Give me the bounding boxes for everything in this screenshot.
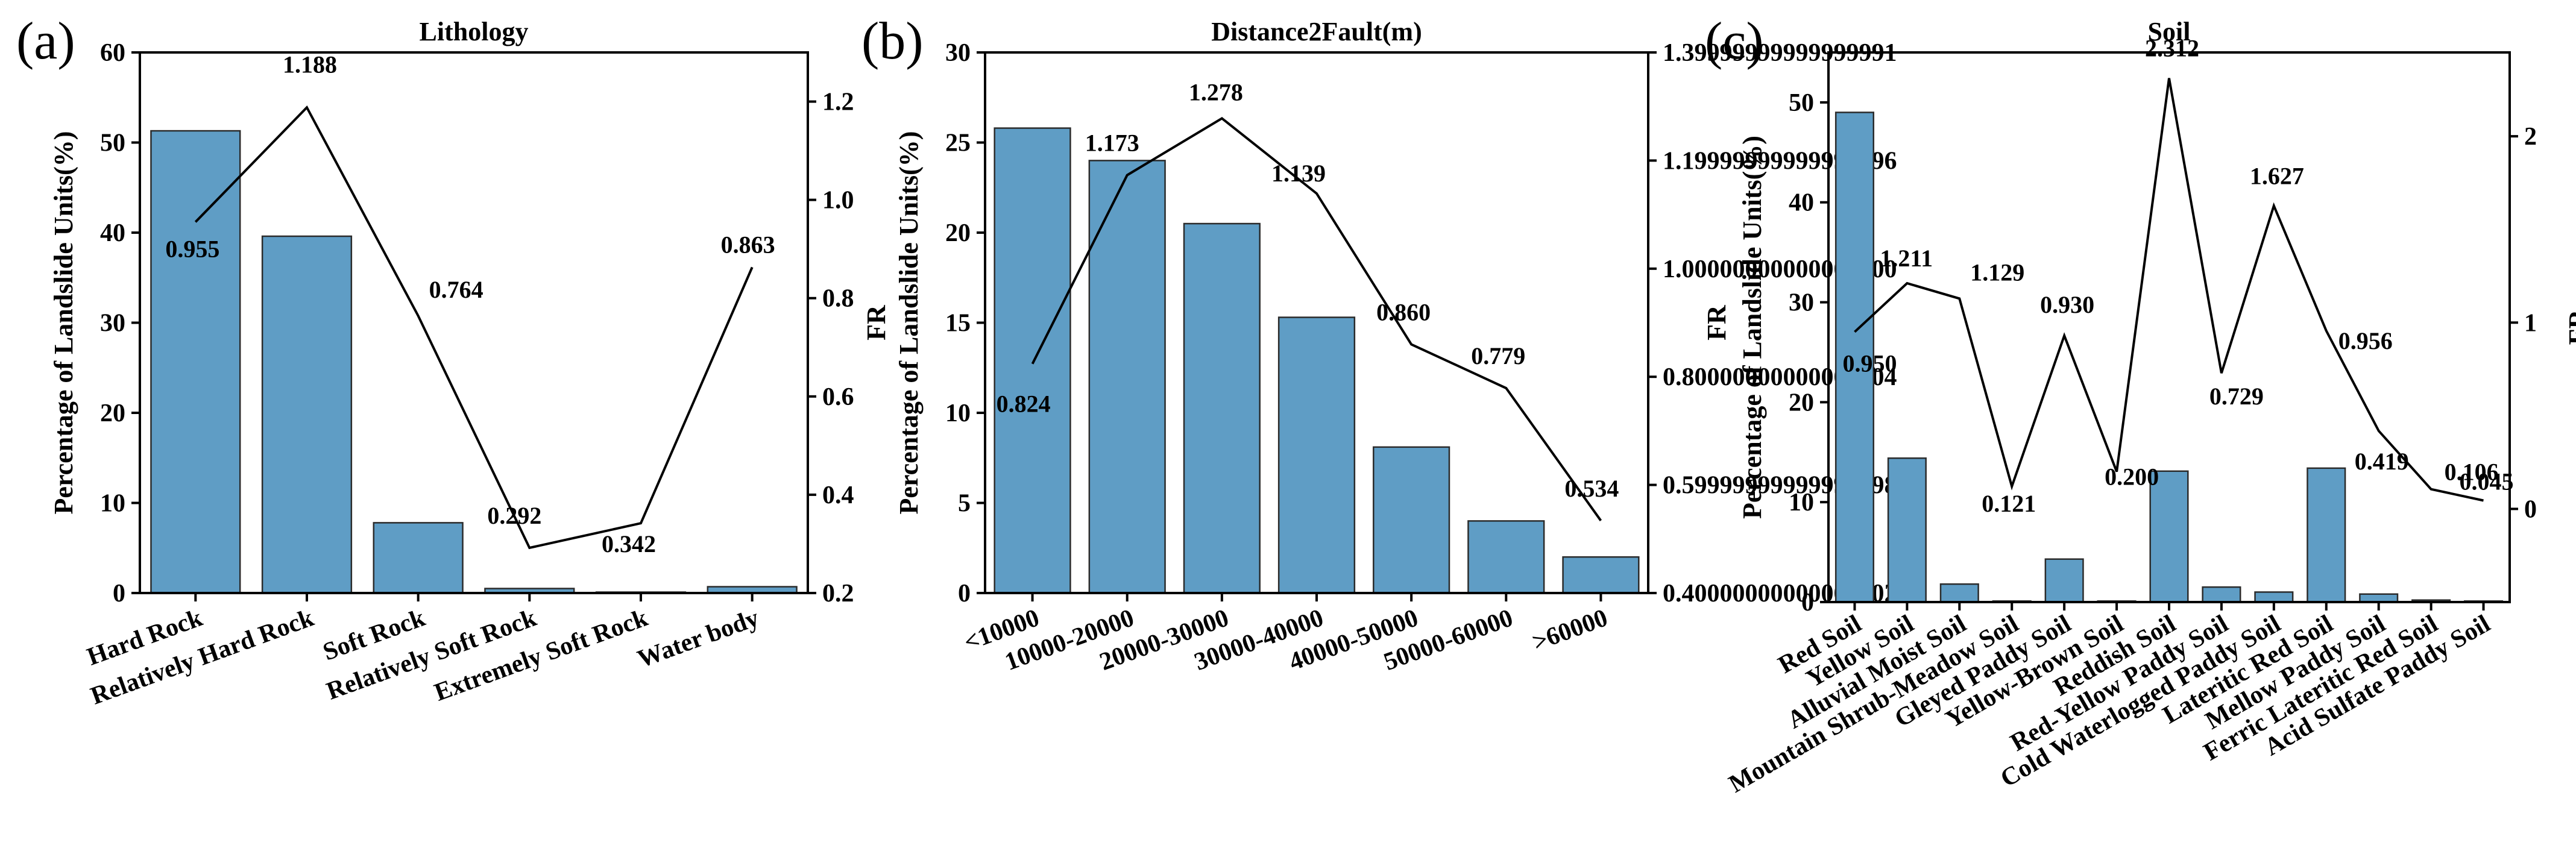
y2-tick-label: 0.6 <box>822 383 854 411</box>
fr-data-label: 0.950 <box>1842 350 1897 377</box>
y-tick-label: 0 <box>958 580 971 607</box>
y-tick-label: 10 <box>1789 489 1814 516</box>
y2-tick-label: 2 <box>2524 123 2537 151</box>
y-tick-label: 0 <box>1801 589 1814 617</box>
y2-tick-label: 0.2 <box>822 580 854 607</box>
fr-data-label: 0.045 <box>2460 468 2514 495</box>
y-tick-label: 50 <box>100 130 125 157</box>
bar-0 <box>1834 111 1875 603</box>
y2-axis-label: FR <box>2563 309 2576 345</box>
fr-data-label: 0.956 <box>2338 327 2393 354</box>
y-tick-label: 20 <box>945 219 971 247</box>
fr-data-label: 0.342 <box>602 530 656 557</box>
fr-data-label: 0.106 <box>2445 459 2499 486</box>
fr-line <box>194 105 754 550</box>
y2-tick-label: 1 <box>2524 309 2537 337</box>
bar-8 <box>2254 591 2294 603</box>
y2-axis-label: FR <box>1702 304 1731 341</box>
y-tick-label: 40 <box>1789 189 1814 217</box>
panel-label: (c) <box>1705 12 1764 71</box>
y-tick-label: 10 <box>945 400 971 427</box>
fr-data-label: 1.173 <box>1085 130 1139 157</box>
y2-tick-label: 1.2 <box>822 89 854 116</box>
y-tick-label: 0 <box>113 580 125 607</box>
fr-data-label: 0.292 <box>487 502 541 529</box>
y-tick-label: 30 <box>1789 289 1814 317</box>
fr-data-label: 1.188 <box>283 51 337 78</box>
bar-3 <box>1277 316 1356 594</box>
fr-line <box>1031 116 1602 521</box>
fr-data-label: 1.627 <box>2250 162 2304 189</box>
fr-data-label: 2.312 <box>2145 35 2199 62</box>
y-axis-label: Percentage of Landslide Units(%) <box>49 131 78 515</box>
fr-data-label: 0.121 <box>1982 490 2036 517</box>
y-tick-label: 5 <box>958 490 971 518</box>
fr-data-label: 0.824 <box>997 391 1051 418</box>
bar-9 <box>2307 467 2346 603</box>
x-category-label: Water body <box>634 604 763 673</box>
fr-data-label: 0.860 <box>1376 298 1431 325</box>
bar-7 <box>2202 586 2241 603</box>
bar-6 <box>2149 470 2189 603</box>
fr-data-label: 1.129 <box>1970 259 2024 286</box>
y2-tick-label: 0.4 <box>822 482 854 509</box>
fr-data-label: 0.930 <box>2040 291 2094 318</box>
bar-2 <box>373 522 464 594</box>
y-axis-label: Percentage of Landslide Units(%) <box>1737 136 1767 519</box>
panel-label: (a) <box>16 12 75 71</box>
x-category-label: >60000 <box>1529 604 1611 656</box>
y-tick-label: 60 <box>100 39 125 67</box>
y-tick-label: 40 <box>100 219 125 247</box>
y-tick-label: 50 <box>1789 89 1814 117</box>
panel-label: (b) <box>861 12 924 71</box>
chart-title: Soil <box>2148 17 2191 46</box>
fr-data-label: 0.534 <box>1564 475 1619 502</box>
bar-2 <box>1183 222 1261 594</box>
bar-0 <box>994 127 1071 594</box>
panel-lithology: (a) Lithology 0.955 1.188 0.764 0.292 0.342 0.8… <box>16 12 891 711</box>
y-tick-label: 20 <box>1789 389 1814 416</box>
y-tick-label: 20 <box>100 400 125 427</box>
panel-soil: (c) Soil 0.950 1.211 1.129 0.121 0.930 0.200 2.3… <box>1705 12 2576 799</box>
chart-title: Distance2Fault(m) <box>1211 17 1422 46</box>
y2-tick-label: 1.0 <box>822 187 854 215</box>
bar-5 <box>1467 520 1545 594</box>
y2-axis-label: FR <box>861 304 891 341</box>
bar-1 <box>261 235 353 594</box>
fr-data-label: 0.729 <box>2209 383 2264 410</box>
bar-4 <box>1373 446 1450 594</box>
fr-data-label: 1.278 <box>1189 78 1243 105</box>
bar-1 <box>1088 160 1166 594</box>
bar-4 <box>2044 558 2084 603</box>
fr-data-label: 0.419 <box>2355 448 2409 475</box>
chart-title: Lithology <box>420 17 529 46</box>
bar-0 <box>150 130 241 594</box>
y-tick-label: 25 <box>945 130 971 157</box>
fr-data-label: 0.863 <box>721 231 775 258</box>
fr-data-label: 0.955 <box>165 235 219 262</box>
y-axis-label: Percentage of Landslide Units(%) <box>894 131 924 515</box>
bar-6 <box>1562 556 1640 594</box>
y2-tick-label: 0 <box>2524 495 2537 523</box>
y-tick-label: 30 <box>100 310 125 337</box>
fr-data-label: 0.779 <box>1471 342 1525 369</box>
fr-data-label: 0.764 <box>429 276 483 303</box>
bar-2 <box>1939 583 1979 603</box>
fr-data-label: 0.200 <box>2105 463 2159 491</box>
y-tick-label: 15 <box>945 310 971 337</box>
fr-line <box>1854 78 2484 502</box>
y-tick-label: 30 <box>945 39 971 67</box>
y2-tick-label: 0.8 <box>822 285 854 313</box>
fr-data-label: 1.211 <box>1880 245 1933 272</box>
bar-1 <box>1887 457 1927 603</box>
y-tick-label: 10 <box>100 490 125 518</box>
fr-data-label: 1.139 <box>1271 160 1326 187</box>
